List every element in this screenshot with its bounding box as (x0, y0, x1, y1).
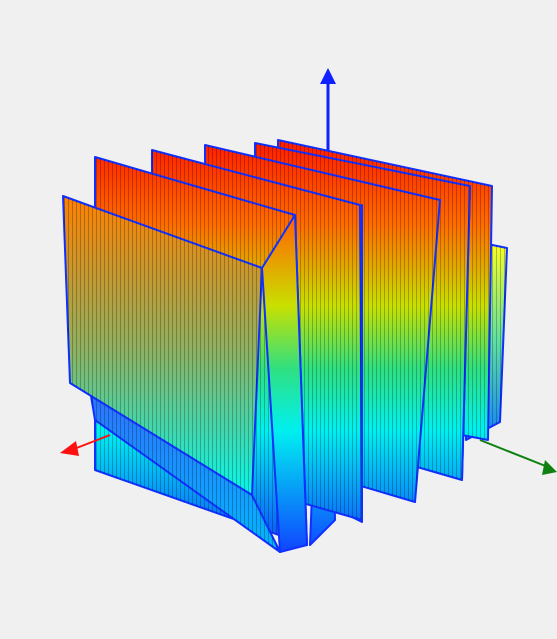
z-axis-arrow (320, 68, 336, 84)
y-axis-arrow (542, 460, 557, 475)
y-axis (479, 439, 549, 468)
x-axis-arrow (60, 441, 79, 456)
surface-fold (261, 214, 308, 553)
x-axis (73, 434, 111, 450)
surface-panel-front (62, 195, 263, 496)
